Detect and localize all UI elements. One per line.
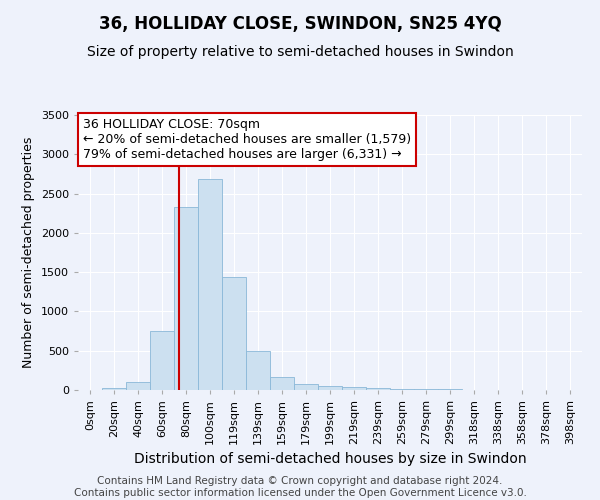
Y-axis label: Number of semi-detached properties: Number of semi-detached properties bbox=[22, 137, 35, 368]
Bar bbox=[294, 384, 318, 390]
Bar bbox=[174, 207, 198, 390]
Bar bbox=[366, 388, 390, 390]
Bar bbox=[150, 331, 174, 390]
Bar bbox=[102, 388, 126, 390]
Text: 36, HOLLIDAY CLOSE, SWINDON, SN25 4YQ: 36, HOLLIDAY CLOSE, SWINDON, SN25 4YQ bbox=[98, 15, 502, 33]
Text: Contains HM Land Registry data © Crown copyright and database right 2024.
Contai: Contains HM Land Registry data © Crown c… bbox=[74, 476, 526, 498]
Bar bbox=[198, 180, 222, 390]
Bar bbox=[414, 389, 438, 390]
Bar bbox=[246, 350, 270, 390]
Text: 36 HOLLIDAY CLOSE: 70sqm
← 20% of semi-detached houses are smaller (1,579)
79% o: 36 HOLLIDAY CLOSE: 70sqm ← 20% of semi-d… bbox=[83, 118, 411, 161]
Bar bbox=[318, 386, 342, 390]
X-axis label: Distribution of semi-detached houses by size in Swindon: Distribution of semi-detached houses by … bbox=[134, 452, 526, 466]
Bar bbox=[222, 277, 246, 390]
Text: Size of property relative to semi-detached houses in Swindon: Size of property relative to semi-detach… bbox=[86, 45, 514, 59]
Bar bbox=[270, 376, 294, 390]
Bar bbox=[342, 387, 366, 390]
Bar bbox=[126, 382, 150, 390]
Bar bbox=[390, 389, 414, 390]
